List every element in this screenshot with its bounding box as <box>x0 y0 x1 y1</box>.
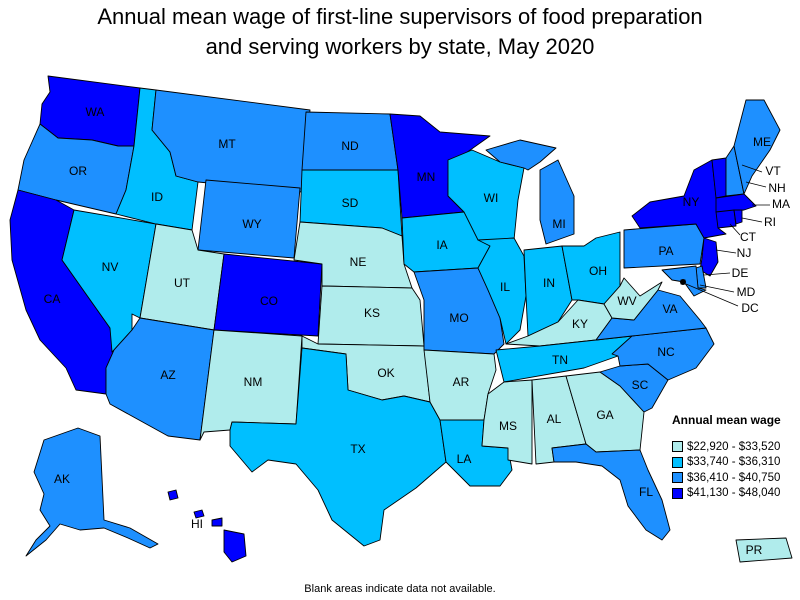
state-label-wy: WY <box>242 217 261 231</box>
state-ks <box>317 285 425 347</box>
state-ct <box>715 209 737 229</box>
state-label-tn: TN <box>552 353 568 367</box>
state-label-ct: CT <box>740 230 757 244</box>
state-label-ks: KS <box>364 306 380 320</box>
leader-md <box>699 284 735 293</box>
leader-nh <box>745 181 767 188</box>
state-label-nc: NC <box>657 345 675 359</box>
state-me <box>733 99 781 195</box>
state-label-pr: PR <box>746 543 763 557</box>
state-label-dc: DC <box>741 301 759 315</box>
state-label-mn: MN <box>417 170 436 184</box>
state-label-wv: WV <box>617 294 636 308</box>
state-label-ar: AR <box>453 375 470 389</box>
state-label-ny: NY <box>683 195 700 209</box>
state-hi <box>167 489 247 563</box>
state-mi <box>485 139 575 245</box>
state-label-or: OR <box>69 164 87 178</box>
legend-title: Annual mean wage <box>672 413 781 427</box>
state-label-wi: WI <box>484 191 499 205</box>
dc-marker <box>680 279 686 285</box>
leader-ct <box>729 223 741 236</box>
state-label-nm: NM <box>244 375 263 389</box>
state-label-pa: PA <box>658 244 673 258</box>
legend-swatch-4 <box>672 487 683 499</box>
state-label-fl: FL <box>639 485 653 499</box>
map-legend: Annual mean wage $22,920 - $33,520 $33,7… <box>672 413 800 501</box>
state-label-de: DE <box>732 266 749 280</box>
legend-row: $22,920 - $33,520 <box>672 439 800 455</box>
legend-row: $36,410 - $40,750 <box>672 470 800 486</box>
state-label-wa: WA <box>86 105 105 119</box>
state-label-me: ME <box>753 135 771 149</box>
state-label-nd: ND <box>341 139 359 153</box>
state-nj <box>699 237 719 277</box>
leader-nj <box>715 249 737 254</box>
state-label-ma: MA <box>772 197 790 211</box>
state-label-mo: MO <box>449 311 468 325</box>
legend-label-4: $41,130 - $48,040 <box>687 487 781 500</box>
leader-ri <box>741 217 763 223</box>
state-label-hi: HI <box>191 517 203 531</box>
state-label-nj: NJ <box>737 246 752 260</box>
state-label-ak: AK <box>54 472 70 486</box>
legend-row: $33,740 - $36,310 <box>672 455 800 471</box>
state-label-in: IN <box>543 276 555 290</box>
state-label-tx: TX <box>350 442 365 456</box>
state-label-vt: VT <box>765 164 781 178</box>
state-label-va: VA <box>662 302 677 316</box>
state-label-al: AL <box>547 412 562 426</box>
legend-label-1: $22,920 - $33,520 <box>687 440 781 453</box>
title-line-1: Annual mean wage of first-line superviso… <box>97 4 703 29</box>
state-ak <box>25 427 159 557</box>
legend-swatch-3 <box>672 472 683 484</box>
state-label-ky: KY <box>572 317 588 331</box>
state-wi <box>447 149 525 241</box>
leader-dc <box>685 283 739 307</box>
legend-row: $41,130 - $48,040 <box>672 486 800 502</box>
legend-label-3: $36,410 - $40,750 <box>687 471 781 484</box>
state-label-nv: NV <box>102 260 119 274</box>
state-label-ms: MS <box>499 419 517 433</box>
title-line-2: and serving workers by state, May 2020 <box>205 34 595 59</box>
state-tx <box>229 347 447 547</box>
leader-de <box>703 272 731 276</box>
state-label-oh: OH <box>589 264 607 278</box>
legend-swatch-1 <box>672 441 683 453</box>
state-label-ok: OK <box>377 366 394 380</box>
state-label-la: LA <box>457 452 472 466</box>
state-label-ga: GA <box>596 408 613 422</box>
legend-swatch-2 <box>672 456 683 468</box>
state-ms <box>481 379 533 465</box>
state-label-ri: RI <box>764 215 776 229</box>
state-co <box>213 253 323 337</box>
state-label-co: CO <box>260 294 278 308</box>
state-label-md: MD <box>737 285 756 299</box>
state-label-mt: MT <box>218 137 236 151</box>
state-label-il: IL <box>500 280 510 294</box>
state-label-sd: SD <box>342 196 359 210</box>
state-label-nh: NH <box>768 181 785 195</box>
state-label-mi: MI <box>552 217 565 231</box>
data-availability-note: Blank areas indicate data not available. <box>304 583 496 595</box>
state-label-ne: NE <box>350 255 367 269</box>
legend-label-2: $33,740 - $36,310 <box>687 456 781 469</box>
state-ma <box>715 193 757 213</box>
state-label-ut: UT <box>174 276 191 290</box>
state-label-ca: CA <box>44 292 61 306</box>
state-fl <box>551 443 671 541</box>
state-pr <box>735 537 793 563</box>
state-wv <box>603 277 663 321</box>
state-ri <box>733 209 743 225</box>
state-label-ia: IA <box>436 238 447 252</box>
map-title: Annual mean wage of first-line superviso… <box>0 2 800 62</box>
state-label-sc: SC <box>632 378 649 392</box>
state-label-az: AZ <box>160 368 175 382</box>
state-label-id: ID <box>151 190 163 204</box>
leader-vt <box>741 164 763 173</box>
